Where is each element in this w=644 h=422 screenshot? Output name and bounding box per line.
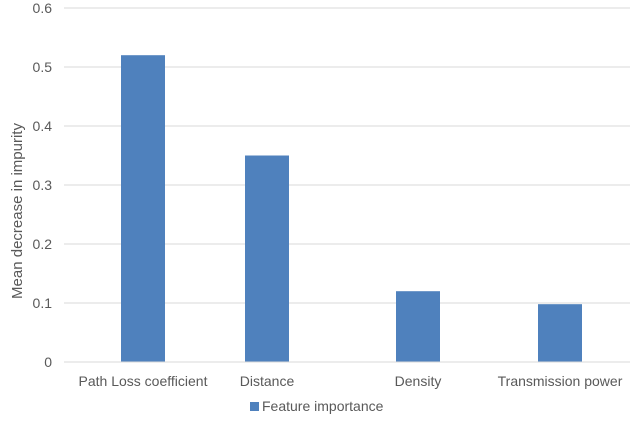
bar <box>245 155 289 362</box>
bar <box>538 304 582 362</box>
legend-swatch-feature-importance <box>250 402 259 411</box>
x-tick-label: Path Loss coefficient <box>79 373 208 389</box>
x-tick-label: Density <box>395 373 442 389</box>
y-tick-label: 0.4 <box>33 118 53 134</box>
legend-label-feature-importance: Feature importance <box>262 398 384 414</box>
y-tick-label: 0.5 <box>33 59 53 75</box>
y-axis-title: Mean decrease in impurity <box>9 123 26 299</box>
bars <box>121 55 582 362</box>
legend: Feature importance <box>250 398 384 414</box>
bar <box>121 55 165 362</box>
bar <box>396 291 440 362</box>
y-tick-label: 0.3 <box>33 177 53 193</box>
y-tick-label: 0.1 <box>33 295 53 311</box>
y-axis-ticks: 0 0.1 0.2 0.3 0.4 0.5 0.6 <box>33 0 53 370</box>
y-tick-label: 0.6 <box>33 0 53 16</box>
x-tick-label: Distance <box>240 373 295 389</box>
x-axis-ticks: Path Loss coefficient Distance Density Tran… <box>79 373 623 389</box>
x-tick-label: Transmission power <box>498 373 623 389</box>
y-tick-label: 0.2 <box>33 236 53 252</box>
y-tick-label: 0 <box>44 354 52 370</box>
